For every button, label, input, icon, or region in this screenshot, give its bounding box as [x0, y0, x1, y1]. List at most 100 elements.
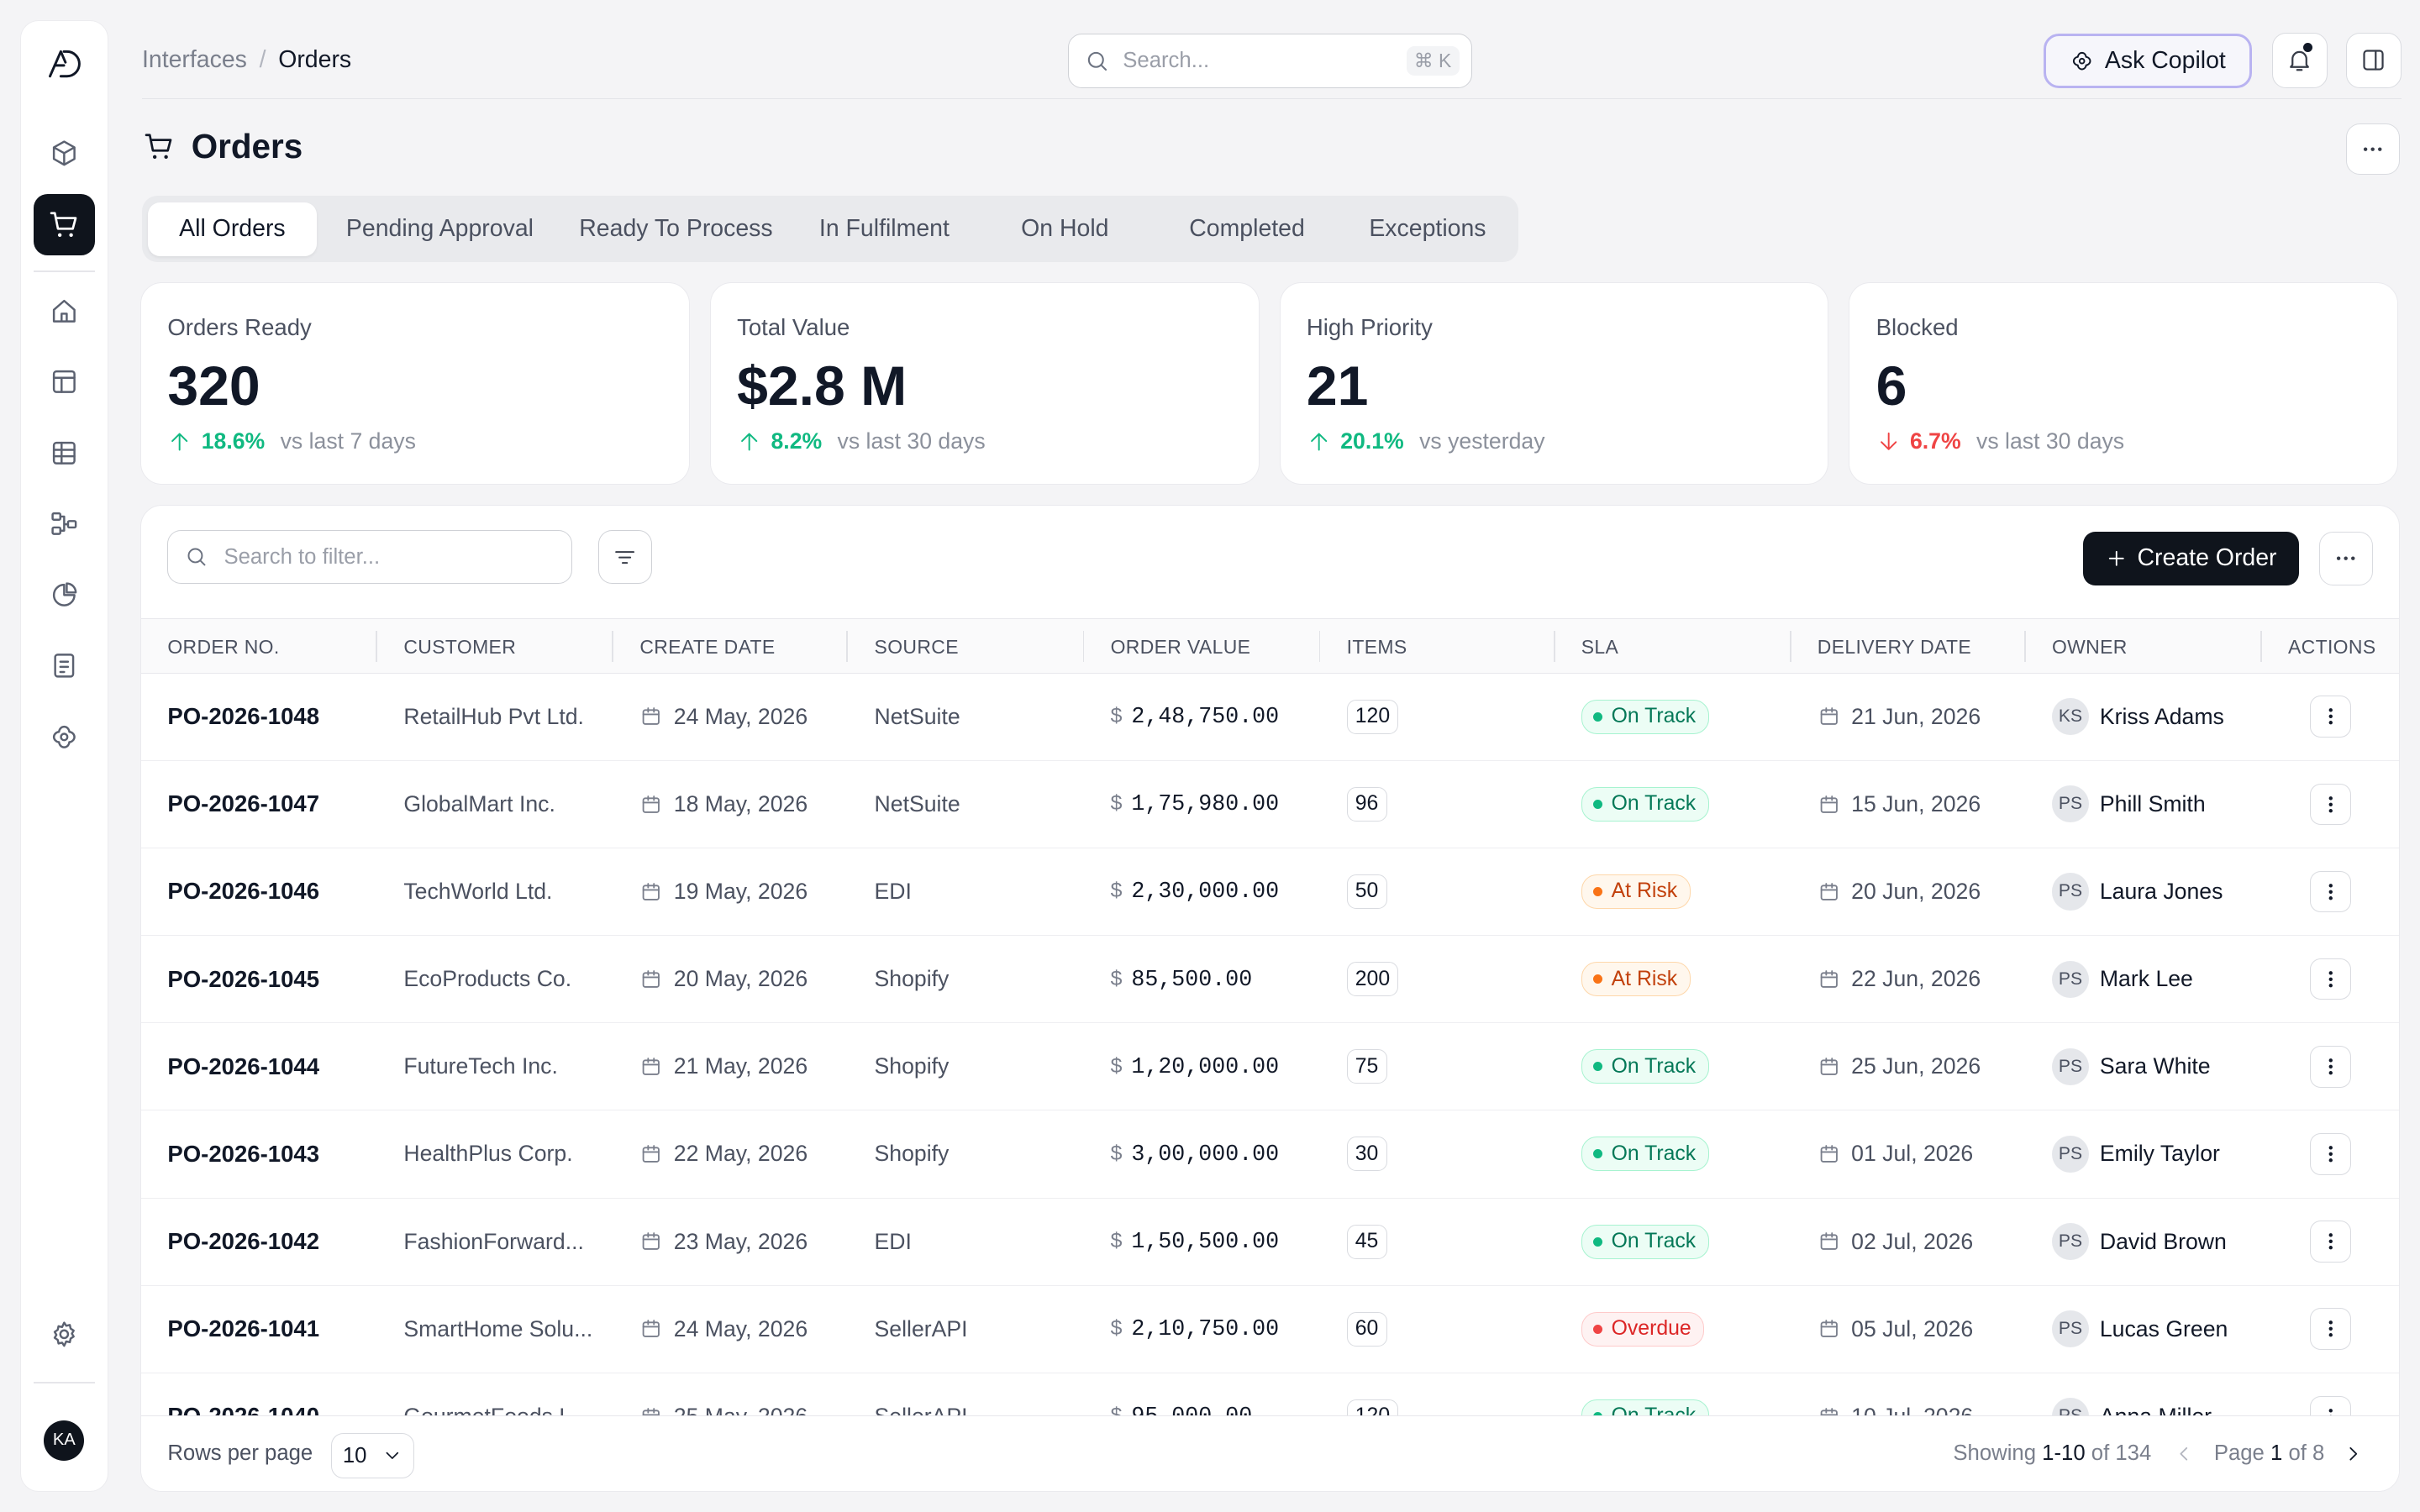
items-badge: 200 [1346, 962, 1399, 997]
column-header[interactable]: SLA [1581, 635, 1619, 658]
filter-button[interactable] [597, 529, 653, 585]
row-actions-button[interactable] [2309, 958, 2352, 1000]
column-header[interactable]: CREATE DATE [639, 635, 776, 658]
row-actions-button[interactable] [2309, 1045, 2352, 1088]
create-date: 22 May, 2026 [639, 1110, 808, 1197]
column-header[interactable]: ORDER NO. [167, 635, 280, 658]
tab-in-fulfilment[interactable]: In Fulfilment [818, 215, 950, 243]
row-actions-button[interactable] [2309, 1133, 2352, 1175]
breadcrumb-current: Orders [278, 46, 352, 74]
orders-table-card: Search to filter... Create Order ORDER N… [140, 504, 2401, 1493]
tab-pending-approval[interactable]: Pending Approval [345, 215, 534, 243]
order-source: NetSuite [874, 790, 960, 816]
table-filter-input[interactable]: Search to filter... [167, 529, 572, 585]
order-value-amount: 2,30,000.00 [1131, 879, 1280, 905]
create-date: 24 May, 2026 [639, 674, 808, 760]
page-more-button[interactable] [2345, 123, 2401, 175]
column-header[interactable]: DELIVERY DATE [1817, 635, 1972, 658]
row-actions-button[interactable] [2309, 696, 2352, 738]
order-number[interactable]: PO-2026-1045 [167, 965, 320, 992]
table-row[interactable]: PO-2026-1040 GourmetFoods L... 25 May, 202… [141, 1373, 2399, 1416]
order-value: $1,75,980.00 [1111, 761, 1280, 848]
showing-range-value: 1-10 [2042, 1441, 2086, 1465]
order-value-amount: 1,20,000.00 [1131, 1053, 1280, 1079]
table-row[interactable]: PO-2026-1046 TechWorld Ltd. 19 May, 2026 ED… [141, 848, 2400, 937]
create-date-text: 22 May, 2026 [673, 1141, 808, 1167]
filter-placeholder: Search to filter... [224, 544, 381, 569]
table-row[interactable]: PO-2026-1043 HealthPlus Corp. 22 May, 2026… [141, 1110, 2400, 1199]
showing-prefix: Showing [1953, 1441, 2037, 1465]
order-number[interactable]: PO-2026-1044 [167, 1053, 320, 1079]
rows-per-page-select[interactable]: 10 [331, 1433, 415, 1478]
table-more-button[interactable] [2318, 531, 2373, 586]
order-number[interactable]: PO-2026-1043 [167, 1140, 320, 1167]
order-number[interactable]: PO-2026-1047 [167, 790, 320, 817]
row-actions-button[interactable] [2309, 1221, 2352, 1263]
global-search-input[interactable]: Search... ⌘ K [1067, 34, 1473, 88]
more-vertical-icon [2319, 968, 2343, 991]
table-row[interactable]: PO-2026-1042 FashionForward... 23 May, 202… [141, 1199, 2400, 1286]
row-actions-button[interactable] [2309, 1395, 2352, 1416]
nav-workflow-icon[interactable] [34, 493, 95, 554]
nav-ai-icon[interactable] [34, 706, 95, 767]
nav-document-icon[interactable] [34, 635, 95, 696]
create-date-text: 20 May, 2026 [673, 966, 808, 992]
nav-divider [33, 1381, 96, 1383]
table-header: ORDER NO. CUSTOMER CREATE DATE SOURCE OR… [141, 617, 2400, 674]
stat-value: 21 [1306, 354, 1369, 417]
create-order-button[interactable]: Create Order [2082, 531, 2299, 586]
settings-gear-icon[interactable] [34, 1303, 95, 1364]
row-actions [2309, 1110, 2352, 1197]
nav-cube-icon[interactable] [34, 123, 95, 184]
tab-on-hold[interactable]: On Hold [1021, 215, 1109, 243]
tab-completed[interactable]: Completed [1189, 215, 1305, 243]
order-value: $85,500.00 [1111, 936, 1253, 1022]
next-page-button[interactable] [2342, 1442, 2365, 1466]
rows-per-page-label: Rows per page [167, 1441, 313, 1465]
order-number[interactable]: PO-2026-1040 [167, 1373, 319, 1415]
user-avatar[interactable]: KA [44, 1420, 85, 1461]
order-number[interactable]: PO-2026-1048 [167, 703, 320, 730]
nav-home-icon[interactable] [34, 280, 95, 341]
previous-page-button[interactable] [2172, 1442, 2196, 1466]
create-order-label: Create Order [2137, 544, 2277, 572]
table-row[interactable]: PO-2026-1041 SmartHome Solu... 24 May, 202… [141, 1286, 2400, 1373]
row-actions-button[interactable] [2309, 870, 2352, 913]
order-number[interactable]: PO-2026-1041 [167, 1315, 320, 1342]
tab-ready-to-process[interactable]: Ready To Process [579, 215, 773, 243]
order-number[interactable]: PO-2026-1046 [167, 878, 320, 905]
sla-status: On Track [1581, 1110, 1709, 1197]
toggle-panel-button[interactable] [2345, 32, 2402, 88]
order-number[interactable]: PO-2026-1042 [167, 1228, 320, 1255]
breadcrumb-parent[interactable]: Interfaces [141, 46, 247, 74]
tab-all-orders[interactable]: All Orders [148, 202, 317, 256]
nav-layout-icon[interactable] [34, 351, 95, 412]
column-header[interactable]: ITEMS [1346, 635, 1407, 658]
copilot-label: Ask Copilot [2104, 47, 2226, 75]
items-badge: 120 [1346, 1399, 1399, 1416]
nav-table-icon[interactable] [34, 422, 95, 483]
order-value-amount: 95,000.00 [1131, 1404, 1252, 1415]
nav-cart-icon[interactable] [33, 193, 96, 256]
notifications-button[interactable] [2271, 32, 2328, 88]
table-body: PO-2026-1048 RetailHub Pvt Ltd. 24 May, 20… [141, 674, 2400, 1416]
nav-chart-pie-icon[interactable] [34, 564, 95, 625]
row-actions-button[interactable] [2309, 783, 2352, 826]
table-row[interactable]: PO-2026-1048 RetailHub Pvt Ltd. 24 May, 20… [141, 674, 2400, 761]
tab-exceptions[interactable]: Exceptions [1369, 215, 1486, 243]
ask-copilot-button[interactable]: Ask Copilot [2043, 34, 2252, 88]
column-header[interactable]: ORDER VALUE [1110, 635, 1251, 658]
notification-dot [2303, 42, 2313, 52]
column-header[interactable]: OWNER [2051, 635, 2128, 658]
app-logo-icon[interactable] [45, 45, 82, 82]
customer-name: EcoProducts Co. [403, 966, 572, 992]
order-owner: KS Kriss Adams [2051, 674, 2224, 760]
order-value-amount: 1,50,500.00 [1131, 1229, 1280, 1255]
table-row[interactable]: PO-2026-1045 EcoProducts Co. 20 May, 2026 S… [141, 936, 2400, 1024]
row-actions-button[interactable] [2309, 1308, 2352, 1350]
table-row[interactable]: PO-2026-1047 GlobalMart Inc. 18 May, 2026 N… [141, 761, 2400, 849]
column-header[interactable]: CUSTOMER [403, 635, 517, 658]
table-row[interactable]: PO-2026-1044 FutureTech Inc. 21 May, 2026 S… [141, 1023, 2400, 1111]
owner-name: Laura Jones [2099, 878, 2223, 904]
column-header[interactable]: SOURCE [874, 635, 959, 658]
